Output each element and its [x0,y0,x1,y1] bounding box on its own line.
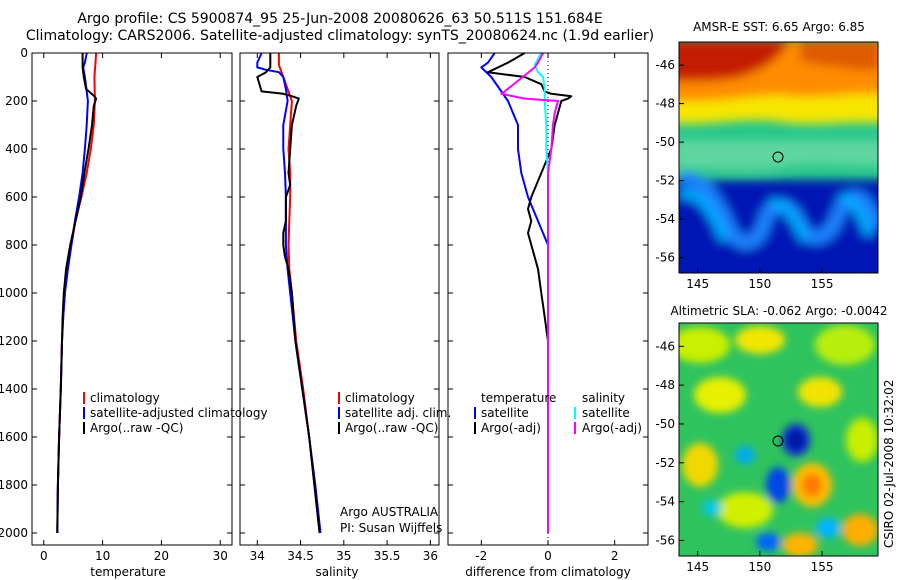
x-tick-label: 34 [250,549,265,563]
sst-argo-marker [772,151,784,163]
figure-title-line2: Climatology: CARS2006. Satellite-adjuste… [25,28,655,44]
map-y-tick-label: -52 [655,174,675,188]
map-x-tick-label: 150 [748,560,771,574]
sla-map-title: Altimetric SLA: -0.062 Argo: -0.0042 [670,304,888,318]
x-tick-label: 35 [336,549,351,563]
temperature-legend: climatology satellite-adjusted climatolo… [83,391,268,435]
y-tick-label: 2000 [0,526,28,540]
temperature-xlabel: temperature [90,565,165,579]
x-tick-label: 0 [40,549,48,563]
y-tick-label: 600 [5,190,28,204]
legend-temp-satellite-label: satellite [481,406,529,420]
sla-map: 145 150 155 -46 -48 -50 -52 -54 -56 [655,322,879,574]
map-y-tick-label: -46 [655,58,675,72]
difference-panel-frame [447,52,649,546]
y-tick-label: 400 [5,142,28,156]
series-line-climatology [277,53,321,534]
y-tick-label: 800 [5,238,28,252]
salinity-legend: climatology satellite adj. clim. Argo(..… [338,391,451,435]
difference-xlabel: difference from climatology [465,565,631,579]
series-line-argo-raw-qc [56,53,98,534]
argo-country-annotation: Argo AUSTRALIA [340,505,439,519]
legend-temp-argo-label: Argo(-adj) [481,421,541,435]
legend-sat-adj-label: satellite adj. clim. [345,406,451,420]
map-y-tick-label: -46 [655,339,675,353]
map-x-tick-label: 155 [811,560,834,574]
salinity-panel-frame [239,52,440,546]
sla-map-frame [678,322,879,557]
credit-timestamp: CSIRO 02-Jul-2008 10:32:02 [882,379,896,548]
y-tick-label: 1000 [0,286,28,300]
y-tick-label: 200 [5,94,28,108]
sla-argo-marker [772,435,784,447]
map-x-tick-label: 145 [686,277,709,291]
legend-climatology-label: climatology [345,391,415,405]
map-x-tick-label: 150 [748,277,771,291]
temperature-panel-frame [31,52,233,546]
map-x-tick-label: 155 [811,277,834,291]
difference-panel: -2 0 2 difference from climatology tempera… [447,52,649,579]
legend-climatology-label: climatology [90,391,160,405]
sst-map-frame [678,41,879,274]
legend-argo-label: Argo(..raw -QC) [345,421,438,435]
map-y-tick-label: -50 [655,417,675,431]
difference-legend: temperature satellite Argo(-adj) salinit… [474,391,642,435]
map-y-tick-label: -48 [655,97,675,111]
series-line-salinity-argo-adj [500,52,559,533]
series-line-temperature-satellite [480,52,549,533]
legend-argo-label: Argo(..raw -QC) [90,421,183,435]
y-tick-label: 0 [20,46,28,60]
temperature-panel: 0 10 20 30 0 200 400 600 800 1000 1200 1400 1600 1800… [0,46,268,579]
map-y-tick-label: -56 [655,251,675,265]
x-tick-label: 35.5 [374,549,401,563]
map-x-tick-label: 145 [686,560,709,574]
y-tick-label: 1400 [0,382,28,396]
sst-map-title: AMSR-E SST: 6.65 Argo: 6.85 [693,20,865,34]
legend-salinity-title: salinity [582,391,625,405]
map-y-tick-label: -56 [655,533,675,547]
series-line-satellite-adjusted-climatology [56,52,89,534]
x-tick-label: 20 [154,549,169,563]
sst-map-field [679,42,878,273]
map-y-tick-label: -52 [655,456,675,470]
x-tick-label: 10 [95,549,110,563]
y-tick-label: 1600 [0,430,28,444]
x-tick-label: 0 [544,549,552,563]
map-y-tick-label: -54 [655,495,675,509]
legend-temperature-title: temperature [481,391,556,405]
pi-annotation: PI: Susan Wijffels [340,521,442,535]
map-y-tick-label: -48 [655,378,675,392]
legend-sat-adj-label: satellite-adjusted climatology [90,406,268,420]
figure-title-line1: Argo profile: CS 5900874_95 25-Jun-2008 … [77,11,603,27]
x-tick-label: 2 [611,549,619,563]
series-line-temperature-argo-adj [487,52,573,533]
map-y-tick-label: -54 [655,212,675,226]
legend-sal-argo-label: Argo(-adj) [582,421,642,435]
series-line-argo-raw-qc [256,53,321,534]
salinity-panel: 34 34.5 35 35.5 36 salinity climatology sate… [239,52,451,579]
x-tick-label: 34.5 [287,549,314,563]
x-tick-label: -2 [475,549,487,563]
map-y-tick-label: -50 [655,135,675,149]
x-tick-label: 36 [423,549,438,563]
sla-map-field [679,323,878,556]
y-tick-label: 1200 [0,334,28,348]
legend-sal-satellite-label: satellite [582,406,630,420]
sst-map: 145 150 155 -46 -48 -50 -52 -54 -56 [655,41,879,291]
salinity-xlabel: salinity [315,565,358,579]
y-tick-label: 1800 [0,478,28,492]
x-tick-label: 30 [213,549,228,563]
